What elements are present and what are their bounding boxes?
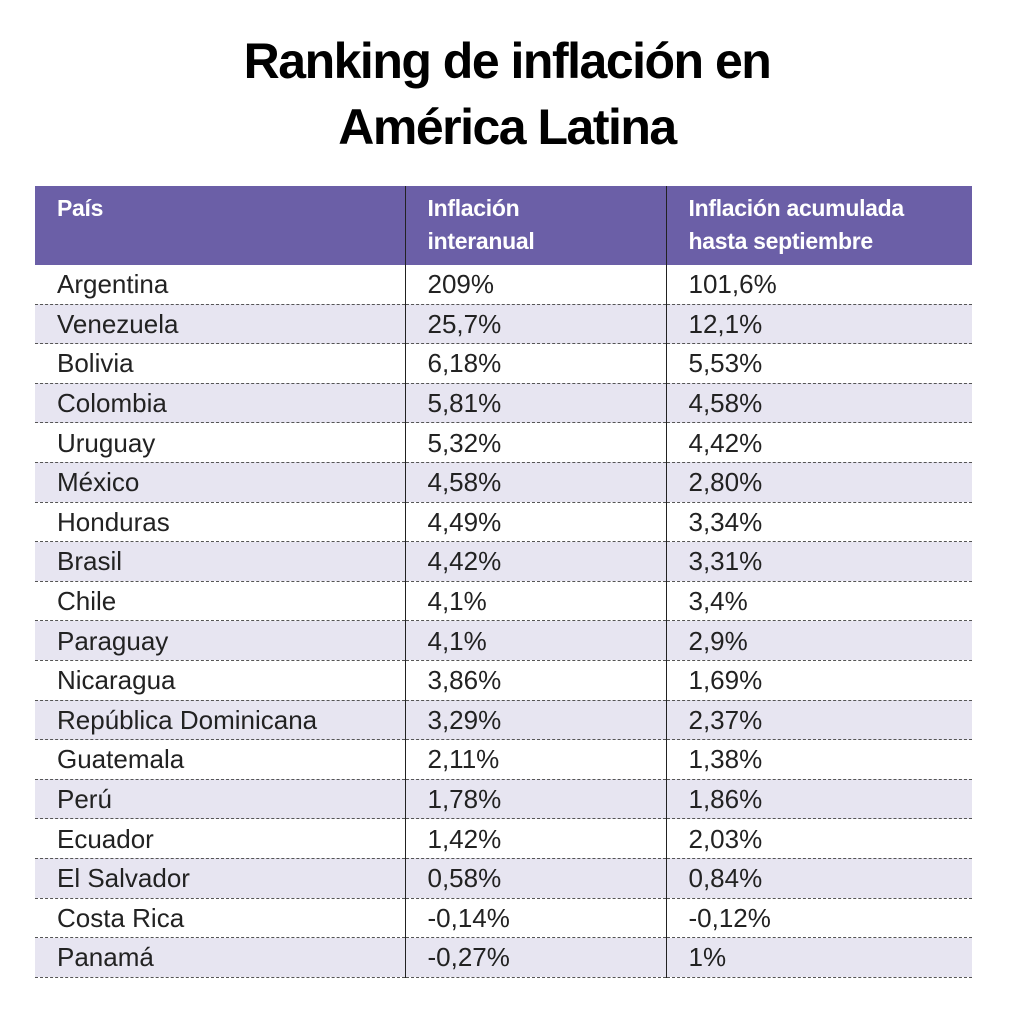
table-row: Paraguay 4,1% 2,9% [35, 620, 972, 661]
table-row: Nicaragua 3,86% 1,69% [35, 660, 972, 701]
value-cell: 5,81% [404, 383, 666, 424]
value-cell: 101,6% [665, 265, 972, 305]
table-header: País Inflación interanual Inflación acumula… [35, 186, 972, 265]
column-header: País [35, 186, 405, 265]
title-line: América Latina [338, 99, 677, 155]
table-row: Chile 4,1% 3,4% [35, 581, 972, 622]
table-body: Argentina 209% 101,6% Venezuela 25,7% 12,1% Bo… [35, 265, 972, 978]
country-cell: Argentina [35, 265, 405, 305]
column-header: Inflación interanual [404, 186, 666, 265]
value-cell: 1,42% [404, 818, 666, 859]
country-cell: Ecuador [35, 818, 405, 859]
table-row: Brasil 4,42% 3,31% [35, 541, 972, 582]
table-row: Colombia 5,81% 4,58% [35, 383, 972, 424]
country-cell: Costa Rica [35, 898, 405, 939]
country-cell: Panamá [35, 937, 405, 978]
country-cell: Honduras [35, 502, 405, 543]
value-cell: -0,14% [404, 898, 666, 939]
value-cell: 4,42% [665, 422, 972, 463]
country-cell: Nicaragua [35, 660, 405, 701]
column-header: Inflación acumulada hasta septiembre [665, 186, 972, 265]
value-cell: 4,42% [404, 541, 666, 582]
value-cell: 4,1% [404, 620, 666, 661]
value-cell: 0,58% [404, 858, 666, 899]
table-row: Costa Rica -0,14% -0,12% [35, 898, 972, 939]
country-cell: Perú [35, 779, 405, 820]
country-cell: Bolivia [35, 343, 405, 384]
inflation-table: País Inflación interanual Inflación acumula… [35, 186, 972, 978]
country-cell: Brasil [35, 541, 405, 582]
value-cell: 3,29% [404, 700, 666, 741]
value-cell: 1,69% [665, 660, 972, 701]
title-line: Ranking de inflación en [243, 33, 772, 89]
table-row: El Salvador 0,58% 0,84% [35, 858, 972, 899]
table-row: Argentina 209% 101,6% [35, 265, 972, 305]
value-cell: 2,03% [665, 818, 972, 859]
title: Ranking de inflación en América Latina [0, 28, 1014, 160]
value-cell: 12,1% [665, 304, 972, 345]
table-row: Venezuela 25,7% 12,1% [35, 304, 972, 345]
table-row: Honduras 4,49% 3,34% [35, 502, 972, 543]
country-cell: México [35, 462, 405, 503]
value-cell: 4,49% [404, 502, 666, 543]
value-cell: -0,27% [404, 937, 666, 978]
table-row: Uruguay 5,32% 4,42% [35, 422, 972, 463]
country-cell: República Dominicana [35, 700, 405, 741]
value-cell: 1% [665, 937, 972, 978]
value-cell: -0,12% [665, 898, 972, 939]
table-row: Ecuador 1,42% 2,03% [35, 818, 972, 859]
value-cell: 1,78% [404, 779, 666, 820]
table-row: Panamá -0,27% 1% [35, 937, 972, 978]
value-cell: 3,86% [404, 660, 666, 701]
value-cell: 1,86% [665, 779, 972, 820]
value-cell: 4,58% [665, 383, 972, 424]
value-cell: 5,32% [404, 422, 666, 463]
value-cell: 3,34% [665, 502, 972, 543]
value-cell: 1,38% [665, 739, 972, 780]
header-line: País [57, 195, 104, 221]
country-cell: Uruguay [35, 422, 405, 463]
value-cell: 2,37% [665, 700, 972, 741]
value-cell: 4,58% [404, 462, 666, 503]
country-cell: Paraguay [35, 620, 405, 661]
value-cell: 3,31% [665, 541, 972, 582]
value-cell: 25,7% [404, 304, 666, 345]
table-row: Perú 1,78% 1,86% [35, 779, 972, 820]
country-cell: Venezuela [35, 304, 405, 345]
table-row: República Dominicana 3,29% 2,37% [35, 700, 972, 741]
value-cell: 209% [404, 265, 666, 305]
country-cell: Chile [35, 581, 405, 622]
value-cell: 2,9% [665, 620, 972, 661]
country-cell: El Salvador [35, 858, 405, 899]
value-cell: 2,80% [665, 462, 972, 503]
value-cell: 3,4% [665, 581, 972, 622]
value-cell: 5,53% [665, 343, 972, 384]
table-row: Guatemala 2,11% 1,38% [35, 739, 972, 780]
value-cell: 2,11% [404, 739, 666, 780]
table-row: México 4,58% 2,80% [35, 462, 972, 503]
header-line: Inflación [427, 195, 520, 221]
value-cell: 6,18% [404, 343, 666, 384]
country-cell: Colombia [35, 383, 405, 424]
header-line: hasta septiembre [688, 228, 874, 254]
value-cell: 0,84% [665, 858, 972, 899]
header-line: interanual [427, 228, 535, 254]
country-cell: Guatemala [35, 739, 405, 780]
table-row: Bolivia 6,18% 5,53% [35, 343, 972, 384]
header-line: Inflación acumulada [688, 195, 905, 221]
value-cell: 4,1% [404, 581, 666, 622]
